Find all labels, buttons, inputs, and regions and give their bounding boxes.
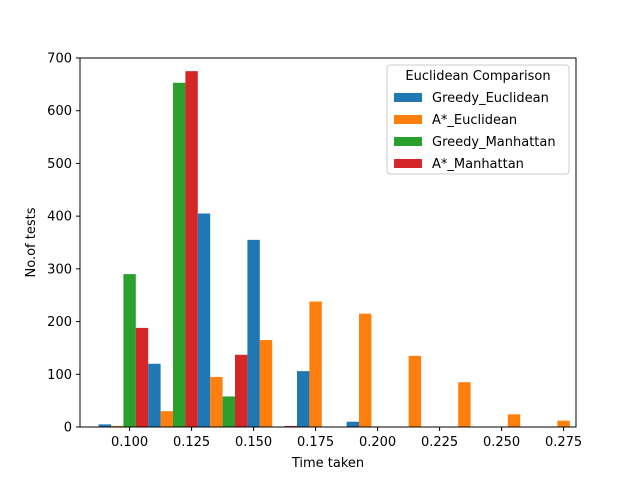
y-tick-label: 300: [47, 262, 72, 277]
x-axis-label: Time taken: [291, 456, 364, 471]
legend-label: A*_Euclidean: [432, 113, 517, 128]
legend-title: Euclidean Comparison: [405, 69, 550, 84]
bar: [98, 424, 111, 427]
bar: [247, 239, 260, 427]
bar: [259, 340, 273, 427]
legend-label: Greedy_Euclidean: [432, 91, 549, 106]
legend-items: Greedy_Euclidean A*_Euclidean Greedy_Manha…: [394, 91, 556, 172]
bar: [135, 327, 149, 427]
bar: [160, 411, 173, 427]
bar: [210, 376, 223, 427]
axes-layer: 0.100 0.125 0.150 0.175 0.200 0.225 0.250 0.275…: [47, 52, 582, 451]
legend-swatch: [394, 115, 422, 124]
bar: [197, 213, 211, 427]
bar: [148, 363, 161, 427]
x-tick-label: 0.175: [297, 435, 334, 450]
y-tick-label: 0: [64, 421, 72, 436]
x-tick-label: 0.250: [483, 435, 520, 450]
y-tick-label: 200: [47, 315, 72, 330]
bar: [222, 396, 235, 427]
bar: [185, 71, 198, 427]
bar: [507, 414, 521, 427]
bar: [346, 421, 359, 427]
bar: [173, 82, 186, 428]
x-tick-label: 0.125: [173, 435, 210, 450]
plot-frame: [79, 57, 577, 428]
legend-swatch: [394, 159, 422, 168]
x-tick-label: 0.225: [421, 435, 458, 450]
y-axis-label: No.of tests: [24, 207, 39, 277]
bar: [359, 313, 372, 427]
y-tick-label: 500: [47, 157, 72, 172]
x-tick-label: 0.200: [359, 435, 396, 450]
bar: [458, 382, 471, 427]
legend: Euclidean Comparison Greedy_Euclidean A*_…: [386, 64, 570, 175]
y-tick-label: 600: [47, 104, 72, 119]
x-tick-label: 0.275: [545, 435, 582, 450]
x-tick-label: 0.150: [235, 435, 272, 450]
bar: [557, 420, 570, 427]
y-tick-label: 400: [47, 210, 72, 225]
bar: [235, 354, 248, 427]
bars-layer: [98, 71, 570, 428]
bar: [284, 425, 297, 427]
bar: [408, 355, 421, 427]
y-tick-label: 100: [47, 368, 72, 383]
legend-swatch: [394, 93, 422, 102]
legend-label: A*_Manhattan: [432, 157, 524, 172]
bar: [123, 274, 136, 427]
x-tick-label: 0.100: [111, 435, 148, 450]
bar: [297, 371, 310, 427]
legend-box: [386, 64, 570, 175]
legend-swatch: [394, 137, 422, 146]
bar: [309, 301, 322, 427]
bar: [111, 425, 124, 427]
legend-label: Greedy_Manhattan: [432, 135, 556, 150]
y-tick-label: 700: [47, 52, 72, 67]
